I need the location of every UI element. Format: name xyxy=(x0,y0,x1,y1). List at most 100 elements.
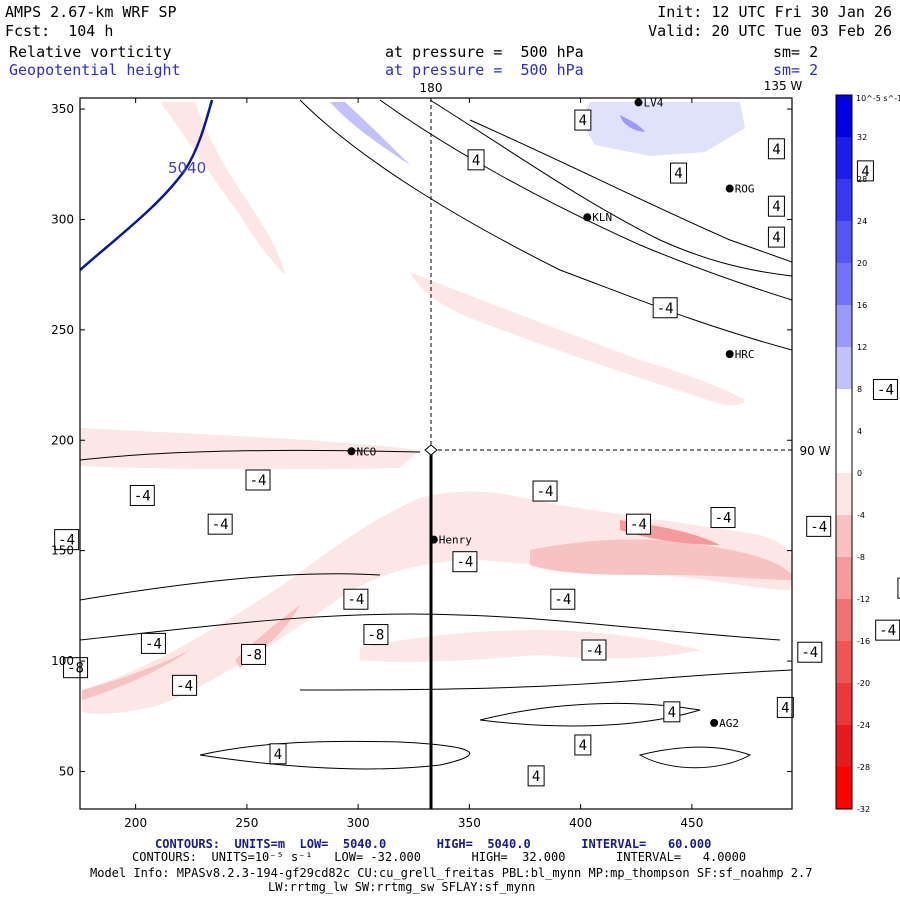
field2-level: at pressure = 500 hPa xyxy=(385,61,584,79)
contour-label-text: -4 xyxy=(145,636,162,652)
contour-line xyxy=(479,702,701,727)
station-dot xyxy=(583,213,592,222)
station-henry: Henry xyxy=(429,534,472,547)
colorbar-segment xyxy=(836,683,852,726)
colorbar-tick-label: -16 xyxy=(857,637,870,646)
model-info-2: LW:rrtmg_lw SW:rrtmg_sw SFLAY:sf_mynn xyxy=(268,880,536,894)
negative-vort-shading xyxy=(360,630,700,663)
contour-value-label: -4 xyxy=(129,484,155,506)
field1-level: at pressure = 500 hPa xyxy=(385,43,584,61)
contour-value-label: -4 xyxy=(140,632,166,654)
x-tick-label: 300 xyxy=(347,816,370,830)
colorbar-segment xyxy=(836,389,852,432)
colorbar-segment xyxy=(836,431,852,474)
contour-value-label: 4 xyxy=(574,734,592,756)
contour-value-label: -4 xyxy=(452,551,478,573)
y-tick-label: 250 xyxy=(51,323,74,337)
y-tick-label: 350 xyxy=(51,102,74,116)
contour-label-box xyxy=(54,529,80,551)
contour-label-text: 4 xyxy=(772,230,780,246)
contour-line xyxy=(199,740,470,770)
contour-label-text: -4 xyxy=(250,473,267,489)
x-tick-label: 450 xyxy=(680,816,703,830)
y-tick-label: 300 xyxy=(51,212,74,226)
colorbar-tick-label: 8 xyxy=(857,385,862,394)
contour-label-box xyxy=(767,195,785,217)
colorbar-segment xyxy=(836,515,852,558)
contour-label-box xyxy=(806,515,832,537)
colorbar-segment xyxy=(836,179,852,222)
contour-value-label: 4 xyxy=(767,226,785,248)
contour-label-box xyxy=(527,765,545,787)
contour-line xyxy=(80,449,421,461)
positive-vort-shading xyxy=(330,102,410,165)
contour-value-label: 4 xyxy=(767,195,785,217)
colorbar-segment xyxy=(836,347,852,390)
contour-value-label: -4 xyxy=(872,378,898,400)
contour-label-text: 4 xyxy=(674,166,682,182)
contour-label-box xyxy=(129,484,155,506)
contour-label-box xyxy=(363,624,389,646)
contour-value-label: -4 xyxy=(532,480,558,502)
contour-line xyxy=(429,99,792,277)
station-label: ROG xyxy=(735,183,755,196)
contour-label-text: 4 xyxy=(579,738,587,754)
contour-value-label: 4 xyxy=(574,109,592,131)
contour-label-box xyxy=(856,160,874,182)
station-dot xyxy=(710,718,719,727)
colorbar-segment xyxy=(836,221,852,264)
contour-label-text: 4 xyxy=(781,700,789,716)
colorbar-segment xyxy=(836,137,852,180)
colorbar-tick-label: 12 xyxy=(857,343,867,352)
negative-vort-shading xyxy=(82,650,190,700)
contour-label-box xyxy=(797,641,823,663)
init-time: Init: 12 UTC Fri 30 Jan 26 xyxy=(657,3,892,21)
y-tick-label: 150 xyxy=(51,544,74,558)
negative-vort-shading xyxy=(80,428,420,470)
station-label: KLN xyxy=(592,211,612,224)
contour-value-label: -4 xyxy=(625,513,651,535)
contour-label-box xyxy=(776,696,794,718)
contour-value-label: -4 xyxy=(875,619,900,641)
contour-label-box xyxy=(172,674,198,696)
contour-label-text: 4 xyxy=(772,199,780,215)
contour-label-box xyxy=(550,588,576,610)
x-tick-label: 350 xyxy=(458,816,481,830)
colorbar-tick-label: 4 xyxy=(857,427,862,436)
contour-label-box xyxy=(872,378,898,400)
contour-label-box xyxy=(245,469,271,491)
y-tick-label: 50 xyxy=(59,764,74,778)
station-dot xyxy=(347,447,356,456)
contour-value-label: 4 xyxy=(663,701,681,723)
label-90w: 90 W xyxy=(800,444,831,458)
contour-label-text: 4 xyxy=(861,164,869,180)
model-info: Model Info: MPASv8.2.3-194-gf29cd82c CU:… xyxy=(90,866,813,880)
contour-value-label: 4 xyxy=(527,765,545,787)
contour-label-text: 4 xyxy=(532,769,540,785)
model-title: AMPS 2.67-km WRF SP xyxy=(5,3,177,21)
contour-label-text: -4 xyxy=(586,643,603,659)
colorbar-tick-label: -24 xyxy=(857,721,870,730)
station-kln: KLN xyxy=(583,211,612,224)
contour-line xyxy=(299,99,792,351)
contour-label-text: 4 xyxy=(274,747,282,763)
station-dot xyxy=(634,98,643,107)
contour-label-text: 4 xyxy=(579,113,587,129)
contour-label-text: -4 xyxy=(630,517,647,533)
colorbar-segment xyxy=(836,725,852,768)
contour-value-label: -4 xyxy=(343,588,369,610)
contour-label-box xyxy=(663,701,681,723)
station-layer: LV4 ROG KLN HRC NCO Henry AG2 xyxy=(347,96,755,730)
contour-label-box xyxy=(581,639,607,661)
contour-label-text: -8 xyxy=(367,628,384,644)
contour-label-box xyxy=(652,297,678,319)
colorbar-segment xyxy=(836,599,852,642)
contours-vorticity-info: CONTOURS: UNITS=10⁻⁵ s⁻¹ LOW= -32.000 HI… xyxy=(132,850,747,864)
field2-name: Geopotential height xyxy=(9,61,181,79)
contour-value-label: 4 xyxy=(776,696,794,718)
contour-label-text: -4 xyxy=(347,592,364,608)
station-label: NCO xyxy=(356,445,376,458)
x-tick-label: 400 xyxy=(569,816,592,830)
negative-vort-shading xyxy=(410,272,745,406)
